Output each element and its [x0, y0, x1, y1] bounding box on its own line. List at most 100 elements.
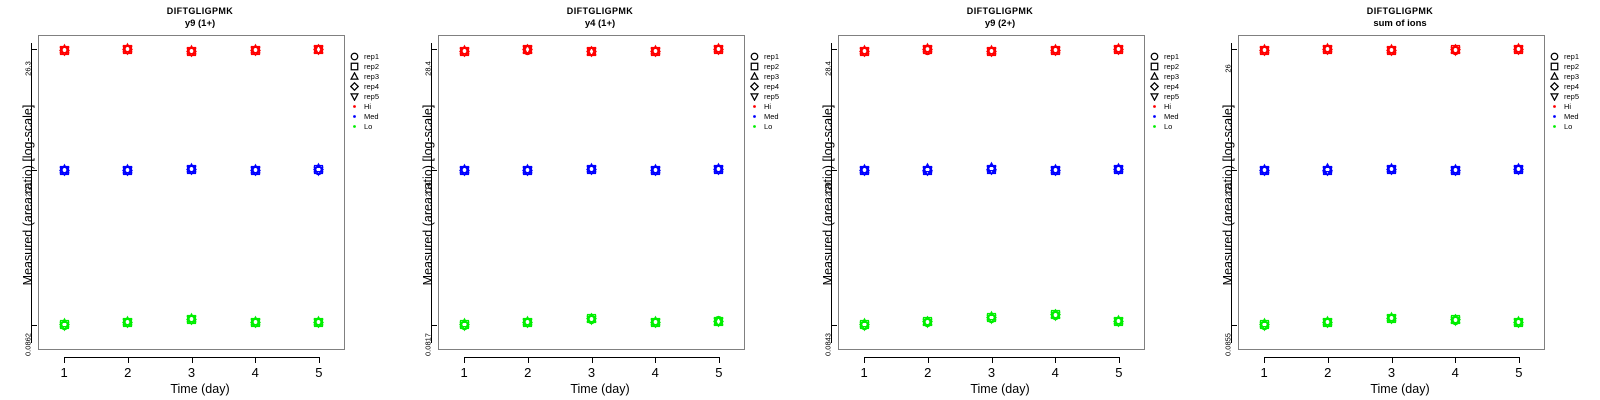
x-tick-mark [1264, 357, 1266, 363]
legend-item-label: Med [364, 112, 379, 122]
dot-icon [750, 112, 763, 122]
y-tick-label: 2.29 [823, 182, 833, 197]
legend-item-rep2[interactable]: rep2 [1550, 62, 1579, 72]
legend-item-lo[interactable]: Lo [1550, 122, 1579, 132]
triangle-up-icon [1550, 71, 1563, 82]
legend: rep1 rep2 rep3 rep4 rep5 Hi Med Lo [1149, 52, 1180, 132]
legend-item-label: rep2 [1164, 62, 1180, 72]
x-tick-mark [1391, 357, 1393, 363]
y-tick-mark [431, 49, 437, 51]
x-tick-mark [191, 357, 193, 363]
legend-item-label: Hi [1164, 102, 1172, 112]
legend-item-label: Lo [364, 122, 373, 132]
legend-item-rep3[interactable]: rep3 [750, 71, 779, 82]
legend-item-lo[interactable]: Lo [750, 122, 779, 132]
legend-item-label: Lo [1164, 122, 1173, 132]
x-tick-label: 4 [1451, 365, 1459, 380]
x-tick-label: 3 [587, 365, 596, 380]
chart-panel-2: DIFTGLIGPMK y4 (1+) Measured (area ratio) … [400, 0, 800, 400]
triangle-up-icon [750, 71, 763, 82]
x-tick-label: 2 [924, 365, 932, 380]
x-tick-label: 4 [651, 365, 659, 380]
x-axis-line [1264, 357, 1519, 359]
legend-item-rep4[interactable]: rep4 [1149, 81, 1179, 92]
x-tick-label: 2 [124, 365, 132, 380]
x-axis-label: Time (day) [170, 382, 230, 396]
plot-area [838, 35, 1145, 350]
legend-item-med[interactable]: Med [1550, 112, 1579, 122]
legend-item-rep1[interactable]: rep1 [1150, 52, 1179, 62]
x-tick-label: 2 [1324, 365, 1332, 380]
legend-item-label: rep3 [1164, 72, 1180, 82]
legend-item-label: Hi [364, 102, 372, 112]
dot-icon [1550, 122, 1563, 132]
legend-item-rep1[interactable]: rep1 [350, 52, 379, 62]
x-tick-mark [527, 357, 530, 363]
legend-item-label: Hi [764, 102, 772, 112]
dot-icon [1150, 122, 1163, 132]
dot-icon [1550, 102, 1563, 112]
x-tick-label: 3 [1387, 365, 1396, 380]
dot-icon [350, 112, 363, 122]
legend-item-med[interactable]: Med [350, 112, 379, 122]
legend-item-rep3[interactable]: rep3 [1550, 71, 1579, 82]
y-axis-line [831, 43, 833, 343]
x-tick-label: 1 [1260, 365, 1268, 380]
legend-item-rep5[interactable]: rep5 [350, 92, 379, 102]
y-tick-mark [831, 170, 837, 172]
legend-item-rep2[interactable]: rep2 [350, 62, 379, 72]
legend-item-label: Lo [1564, 122, 1573, 132]
legend-item-label: rep4 [1564, 82, 1580, 92]
legend-item-rep4[interactable]: rep4 [1549, 81, 1580, 92]
legend-item-lo[interactable]: Lo [350, 122, 379, 132]
diamond-icon [1549, 81, 1563, 92]
y-tick-mark [31, 325, 37, 327]
legend-item-hi[interactable]: Hi [1150, 102, 1179, 112]
dot-icon [350, 122, 363, 132]
plot-area [1238, 35, 1545, 350]
square-icon [1150, 62, 1163, 72]
y-axis-line [1231, 43, 1233, 343]
legend-item-med[interactable]: Med [1150, 112, 1179, 122]
legend-item-rep5[interactable]: rep5 [1550, 92, 1579, 102]
legend-item-lo[interactable]: Lo [1150, 122, 1179, 132]
legend-item-hi[interactable]: Hi [350, 102, 379, 112]
legend-item-med[interactable]: Med [750, 112, 779, 122]
triangle-up-icon [350, 71, 363, 82]
y-tick-label: 0.0855 [1223, 333, 1233, 356]
panel-title: DIFTGLIGPMK [1366, 6, 1434, 16]
legend: rep1 rep2 rep3 rep4 rep5 Hi Med Lo [349, 52, 379, 132]
panel-title-block: DIFTGLIGPMK sum of ions [1200, 6, 1600, 30]
y-tick-label: 2.21 [1223, 182, 1233, 197]
legend-item-hi[interactable]: Hi [1550, 102, 1579, 112]
x-tick-label: 1 [860, 365, 868, 380]
legend-item-rep4[interactable]: rep4 [349, 81, 379, 92]
legend-item-label: rep2 [764, 62, 780, 72]
legend-item-label: rep1 [1564, 52, 1580, 62]
dot-icon [1550, 112, 1563, 122]
y-tick-mark [31, 170, 37, 172]
legend-item-rep3[interactable]: rep3 [1150, 71, 1180, 82]
legend-item-hi[interactable]: Hi [750, 102, 779, 112]
x-tick-label: 1 [60, 365, 68, 380]
legend-item-rep2[interactable]: rep2 [750, 62, 779, 72]
legend-item-rep1[interactable]: rep1 [750, 52, 779, 62]
y-tick-label: 0.0862 [23, 333, 33, 356]
diamond-icon [1149, 81, 1163, 92]
x-tick-mark [864, 357, 866, 363]
triangle-down-icon [750, 92, 763, 102]
legend-item-rep2[interactable]: rep2 [1150, 62, 1179, 72]
y-tick-label: 28.4 [823, 61, 833, 76]
plot-inner [39, 36, 344, 349]
legend-item-rep1[interactable]: rep1 [1550, 52, 1579, 62]
triangle-down-icon [350, 92, 363, 102]
panel-title-block: DIFTGLIGPMK y4 (1+) [400, 6, 800, 30]
diamond-icon [749, 81, 763, 92]
legend-item-rep5[interactable]: rep5 [750, 92, 779, 102]
legend-item-rep3[interactable]: rep3 [350, 71, 379, 82]
x-tick-mark [655, 357, 657, 363]
legend-item-rep5[interactable]: rep5 [1150, 92, 1179, 102]
x-tick-mark [1455, 357, 1457, 363]
x-axis-line [864, 357, 1119, 359]
legend-item-rep4[interactable]: rep4 [749, 81, 779, 92]
